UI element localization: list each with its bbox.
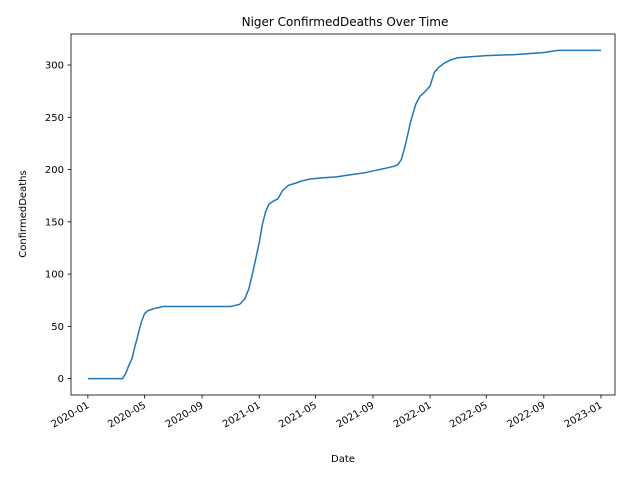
y-axis-ticks: 0 50 100 150 200 250 300 bbox=[45, 61, 71, 385]
x-tick-label: 2020-01 bbox=[50, 400, 92, 430]
y-axis-label: ConfirmedDeaths bbox=[18, 170, 29, 257]
x-tick-label: 2023-01 bbox=[563, 400, 605, 430]
data-line bbox=[87, 49, 601, 380]
x-tick-label: 2022-05 bbox=[448, 400, 490, 430]
y-tick-label: 150 bbox=[45, 217, 64, 228]
x-tick-label: 2022-01 bbox=[392, 400, 434, 430]
x-tick-label: 2021-01 bbox=[221, 400, 263, 430]
x-axis-ticks: 2020-01 2020-05 2020-09 2021-01 2021-05 2021-… bbox=[50, 395, 605, 430]
y-tick-label: 300 bbox=[45, 61, 64, 72]
x-axis-label: Date bbox=[331, 454, 355, 465]
x-tick-label: 2020-05 bbox=[106, 400, 148, 430]
y-tick-label: 100 bbox=[45, 270, 64, 281]
y-tick-label: 50 bbox=[51, 322, 64, 333]
plot-frame bbox=[70, 33, 616, 396]
x-tick-label: 2021-09 bbox=[335, 400, 377, 430]
chart-title: Niger ConfirmedDeaths Over Time bbox=[242, 15, 449, 29]
y-tick-label: 0 bbox=[58, 374, 64, 385]
y-tick-label: 200 bbox=[45, 165, 64, 176]
y-tick-label: 250 bbox=[45, 113, 64, 124]
x-tick-label: 2021-05 bbox=[277, 400, 319, 430]
x-tick-label: 2020-09 bbox=[164, 400, 206, 430]
x-tick-label: 2022-09 bbox=[506, 400, 548, 430]
